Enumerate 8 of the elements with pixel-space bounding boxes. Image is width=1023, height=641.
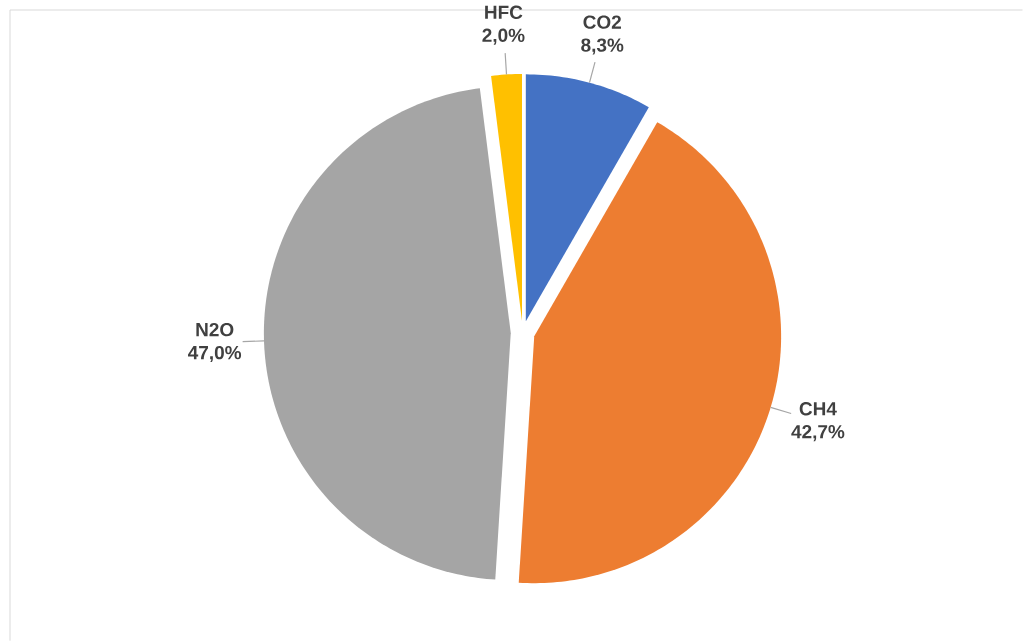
data-label: 2,0%: [482, 28, 525, 45]
slice-label: CO2: [583, 15, 621, 29]
data-label: 47,0%: [188, 345, 242, 363]
slice-label: HFC: [485, 5, 523, 19]
slice-label: N2O: [196, 322, 234, 337]
slice-label: CH4: [799, 401, 837, 416]
data-label: 8,3%: [581, 38, 624, 55]
data-label: 42,7%: [791, 424, 845, 442]
